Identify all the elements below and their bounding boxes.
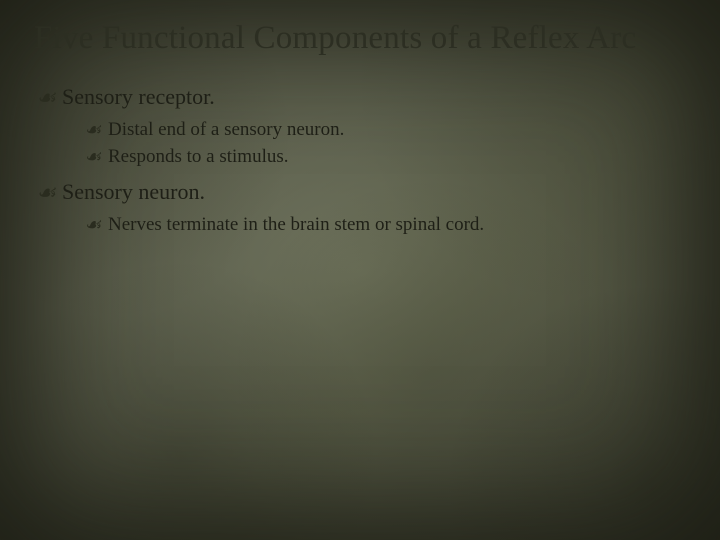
list-item-label: Nerves terminate in the brain stem or sp… bbox=[108, 214, 484, 235]
list-item: ☙ Sensory neuron. ☙ Nerves terminate in … bbox=[36, 177, 686, 238]
bullet-icon: ☙ bbox=[84, 117, 101, 145]
list-item: ☙ Responds to a stimulus. bbox=[84, 143, 686, 171]
list-item-label: Sensory neuron. bbox=[62, 179, 205, 204]
list-item-label: Distal end of a sensory neuron. bbox=[108, 119, 344, 140]
bullet-icon: ☙ bbox=[84, 212, 101, 240]
list-item-label: Responds to a stimulus. bbox=[108, 146, 289, 167]
bullet-sublist: ☙ Distal end of a sensory neuron. ☙ Resp… bbox=[62, 116, 686, 171]
bullet-icon: ☙ bbox=[36, 178, 56, 208]
bullet-icon: ☙ bbox=[36, 83, 56, 113]
list-item: ☙ Distal end of a sensory neuron. bbox=[84, 116, 686, 144]
bullet-list: ☙ Sensory receptor. ☙ Distal end of a se… bbox=[34, 82, 686, 238]
list-item: ☙ Nerves terminate in the brain stem or … bbox=[84, 211, 686, 239]
list-item-label: Sensory receptor. bbox=[62, 84, 215, 109]
list-item: ☙ Sensory receptor. ☙ Distal end of a se… bbox=[36, 82, 686, 171]
slide: Five Functional Components of a Reflex A… bbox=[0, 0, 720, 540]
bullet-sublist: ☙ Nerves terminate in the brain stem or … bbox=[62, 211, 686, 239]
bullet-icon: ☙ bbox=[84, 144, 101, 172]
slide-title: Five Functional Components of a Reflex A… bbox=[34, 18, 686, 58]
